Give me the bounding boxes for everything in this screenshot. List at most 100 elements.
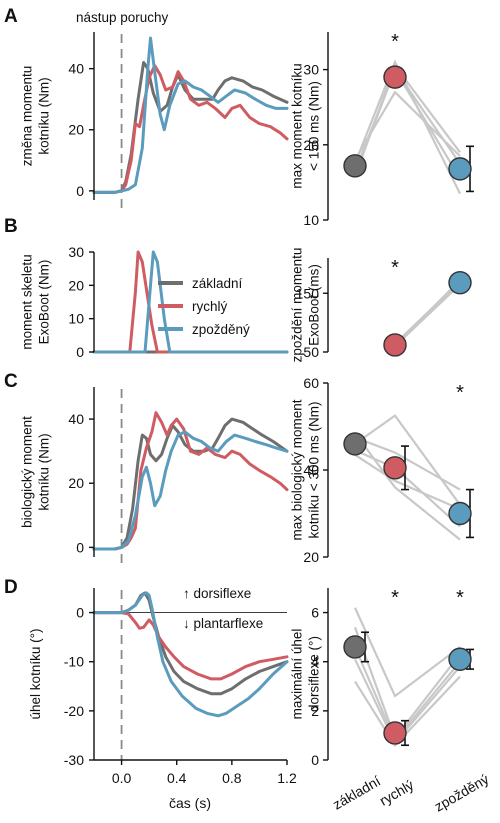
time-x-tick-label: 0.4	[167, 770, 187, 786]
panel-d-y-axis-label: úhel kotníku (°)	[28, 629, 43, 720]
panel-d-stat-y-tick-label: 6	[311, 605, 319, 621]
category-label-zakladni: základní	[330, 773, 383, 813]
panel-b-y-tick-label: 30	[68, 244, 84, 260]
panel-c-stat-y-axis-label: kotníku < 300 ms (Nm)	[307, 402, 322, 539]
panel-b-y-tick-label: 0	[76, 344, 84, 360]
legend: základní rychlý zpožděný	[158, 276, 250, 337]
legend-label-zpozdeny: zpožděný	[192, 322, 250, 337]
panel-d-stat-y-tick-label: 4	[311, 654, 319, 670]
panel-a-y-tick-label: 40	[68, 61, 84, 77]
category-label-rychly: rychlý	[377, 777, 417, 809]
panel-c-line-rychly	[92, 411, 289, 551]
panel-d-mean-marker-rychly	[383, 721, 407, 745]
panel-d-mean-marker-zpozdeny	[448, 647, 472, 671]
panel-b-stat-y-axis-label: ExoBoot (ms)	[307, 264, 322, 346]
panel-b-mean-marker-rychly	[383, 333, 407, 357]
panel-letter-d: D	[4, 577, 18, 598]
onset-label: nástup poruchy	[76, 10, 169, 25]
panel-c-significance-star-zpozdeny: *	[456, 382, 464, 404]
panel-d-stat-y-tick-label: 2	[311, 703, 319, 719]
panel-c-mean-marker-rychly	[383, 456, 407, 480]
panel-a-mean-marker-rychly	[383, 65, 407, 89]
plantarflexe-annotation: ↓ plantarflexe	[183, 616, 263, 631]
panel-c-stat-y-tick-label: 20	[303, 549, 319, 565]
panel-c-subject-line	[354, 449, 461, 528]
panel-b-stat-y-tick-label: 150	[296, 285, 320, 301]
panel-c-y-tick-label: 0	[76, 539, 84, 555]
panel-c-stat-y-axis-label: max biologický moment	[290, 399, 305, 540]
panel-c-stat-y-tick-label: 60	[303, 375, 319, 391]
panel-d-y-tick-label: -10	[64, 654, 84, 670]
panel-d-subject-line	[353, 607, 461, 698]
panel-b-mean-marker-zpozdeny	[448, 270, 472, 295]
category-label-zpozdeny: zpožděný	[432, 771, 492, 815]
panel-b-line-zpozdeny	[92, 250, 289, 354]
panel-b-y-axis-label: ExoBoot (Nm)	[37, 260, 52, 345]
x-axis-label: čas (s)	[169, 795, 211, 811]
panel-letter-a: A	[4, 6, 18, 27]
panel-d-stat-y-axis-label: maximální úhel	[290, 629, 305, 720]
panel-b-y-tick-label: 10	[68, 311, 84, 327]
time-x-tick-label: 0.0	[112, 770, 132, 786]
panel-d-line-zakladni	[92, 591, 289, 696]
panel-a-significance-star-rychly: *	[391, 31, 399, 53]
panel-a-stat-y-axis-label: < 150 ms (Nm)	[307, 81, 322, 171]
guides-layer	[94, 34, 287, 760]
panel-d-line-rychly	[92, 611, 289, 681]
panel-c-y-axis-label: biologický moment	[20, 416, 35, 528]
panel-a-line-rychly	[92, 64, 289, 194]
legend-label-zakladni: základní	[192, 276, 243, 291]
panel-a-subject-line	[354, 90, 461, 161]
subject-lines-layer	[353, 59, 461, 748]
panel-a-y-tick-label: 20	[68, 122, 84, 138]
panel-a-y-axis-label: změna momentu	[20, 66, 35, 167]
panel-d-line-zpozdeny	[92, 591, 289, 718]
panel-c-mean-marker-zpozdeny	[448, 501, 472, 526]
panel-d-subject-line	[354, 675, 461, 748]
panel-b-y-tick-label: 20	[68, 277, 84, 293]
panel-b-significance-star-rychly: *	[391, 257, 399, 279]
panel-d-significance-star-zpozdeny: *	[456, 587, 464, 609]
panel-d-stat-y-axis-label: dorsiflexe (°)	[307, 636, 322, 712]
time-x-tick-label: 1.2	[277, 770, 297, 786]
data-layer	[92, 36, 474, 747]
panel-c-line-zakladni	[92, 417, 289, 551]
dorsiflexe-annotation: ↑ dorsiflexe	[183, 586, 251, 601]
panel-b-subject-line	[394, 283, 461, 346]
panel-c-y-tick-label: 20	[68, 475, 84, 491]
panel-d-mean-marker-zakladni	[343, 635, 367, 659]
panel-b-stat-y-tick-label: 50	[303, 344, 319, 360]
panel-a-mean-marker-zakladni	[343, 154, 367, 178]
panel-a-mean-marker-zpozdeny	[448, 157, 472, 181]
panel-c-y-axis-label: kotníku (Nm)	[37, 433, 52, 510]
panel-c-mean-marker-zakladni	[343, 432, 367, 456]
panel-letter-c: C	[4, 371, 18, 392]
panel-b-line-rychly	[92, 250, 289, 354]
panel-c-line-zpozdeny	[92, 430, 289, 551]
panel-c-y-tick-label: 40	[68, 411, 84, 427]
panel-c-stat-y-tick-label: 40	[303, 462, 319, 478]
panel-c-subject-line	[354, 436, 461, 491]
panel-a-stat-y-tick-label: 30	[303, 62, 319, 78]
panel-a-y-tick-label: 0	[76, 183, 84, 199]
panel-a-stat-y-axis-label: max moment kotníku	[290, 63, 305, 188]
panel-a-stat-y-tick-label: 10	[303, 212, 319, 228]
panel-a-subject-line	[353, 59, 461, 195]
time-x-tick-label: 0.8	[222, 770, 242, 786]
panel-a-stat-y-tick-label: 20	[303, 137, 319, 153]
panel-letter-b: B	[4, 216, 18, 237]
panel-c-subject-line	[354, 453, 461, 511]
panel-b-y-axis-label: moment skeletu	[20, 254, 35, 349]
panel-a-line-zpozdeny	[92, 36, 289, 194]
panel-d-y-tick-label: -30	[64, 752, 84, 768]
panel-d-y-tick-label: -20	[64, 703, 84, 719]
panel-b-stat-y-axis-label: zpoždění momentu	[290, 248, 305, 363]
panel-c-subject-line	[354, 414, 461, 506]
panel-d-y-tick-label: 0	[76, 605, 84, 621]
panel-d-significance-star-rychly: *	[391, 587, 399, 609]
panel-c-subject-line	[354, 432, 461, 541]
axes-layer	[89, 32, 329, 765]
panel-a-line-zakladni	[92, 61, 289, 194]
